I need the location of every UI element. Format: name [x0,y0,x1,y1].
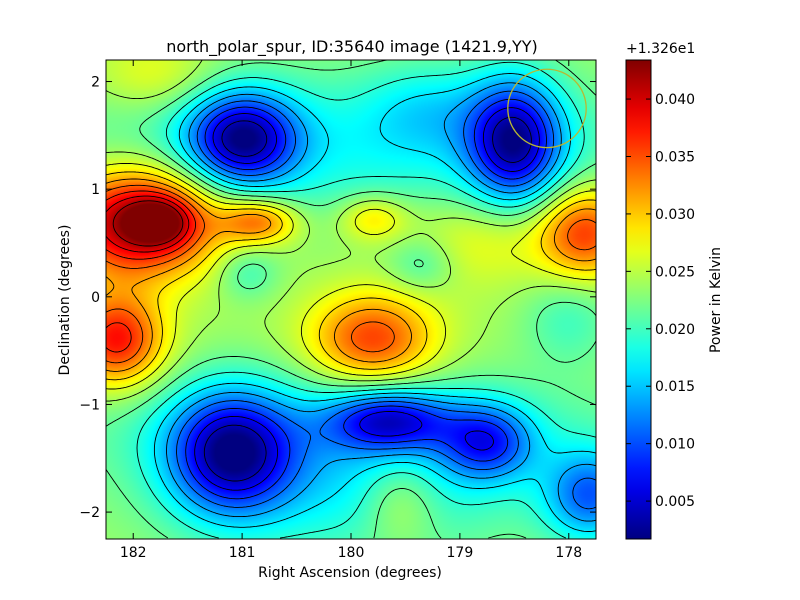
contour-line [185,98,547,500]
contour-line [136,61,597,539]
contour-line [105,195,190,253]
colorbar-tick-label: 0.030 [655,207,695,223]
contour-lines [105,59,597,539]
x-axis-ticks: 182 181 180 179 178 [120,60,582,561]
y-axis-ticks: 2 1 0 −1 −2 [79,75,596,521]
contour-line [112,200,184,247]
x-axis-label: Right Ascension (degrees) [258,565,442,581]
contour-line [105,162,597,390]
colorbar-tick-label: 0.040 [655,92,695,108]
y-tick-label: 0 [91,290,100,306]
contour-line [105,171,597,381]
y-tick-label: 2 [91,75,100,91]
plot-panel: 182 181 180 179 178 2 1 0 −1 −2 [79,59,597,561]
y-tick-label: 1 [91,182,100,198]
x-tick-label: 182 [120,545,147,561]
colorbar-label: Power in Kelvin [708,247,724,353]
contour-line [203,116,532,482]
contour-line [105,190,197,353]
colorbar-tick-label: 0.025 [655,264,695,280]
colorbar-tick-label: 0.010 [655,437,695,453]
colorbar: 0.005 0.010 0.015 0.020 0.025 0.030 0.035 0.040… [625,41,724,540]
contour-line [153,73,597,532]
colorbar-ticks: 0.005 0.010 0.015 0.020 0.025 0.030 0.035 0.040 [626,92,695,510]
contour-line [105,59,597,539]
beam-circle-outline [507,68,587,149]
colorbar-tick-label: 0.005 [655,494,695,510]
contour-line [105,178,597,372]
x-tick-label: 181 [229,545,256,561]
x-tick-label: 178 [555,545,582,561]
y-tick-label: −2 [79,505,100,521]
colorbar-tick-label: 0.035 [655,149,695,165]
colorbar-gradient [625,59,652,540]
y-axis-label: Declination (degrees) [57,225,73,376]
contour-line [166,82,597,522]
colorbar-tick-label: 0.015 [655,379,695,395]
y-tick-label: −1 [79,397,100,413]
beam-circle [507,68,587,149]
x-tick-label: 180 [338,545,365,561]
colorbar-offset-text: +1.326e1 [626,41,695,57]
colorbar-tick-label: 0.020 [655,322,695,338]
x-tick-label: 179 [447,545,474,561]
contour-line [105,184,597,364]
chart-title: north_polar_spur, ID:35640 image (1421.9… [166,37,538,57]
contour-line [105,59,597,402]
